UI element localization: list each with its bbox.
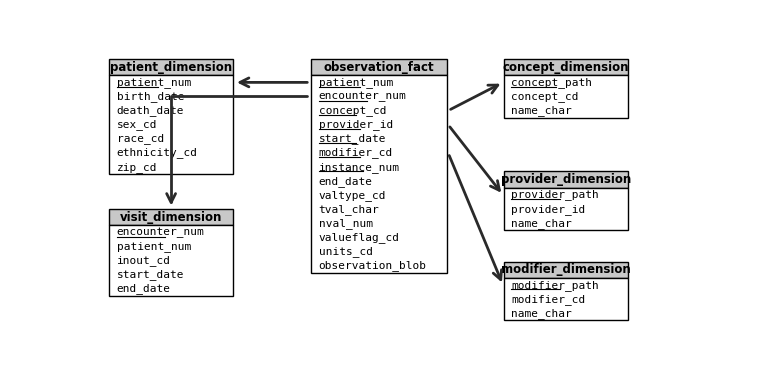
Text: race_cd: race_cd	[117, 133, 164, 144]
Text: valtype_cd: valtype_cd	[318, 190, 386, 201]
Text: provider_path: provider_path	[511, 190, 599, 200]
Text: patient_num: patient_num	[117, 241, 191, 252]
Text: provider_id: provider_id	[511, 204, 586, 215]
Bar	[311, 59, 447, 75]
Text: encounter_num: encounter_num	[117, 227, 205, 238]
Text: units_cd: units_cd	[318, 246, 373, 257]
Bar	[109, 59, 233, 75]
Text: observation_blob: observation_blob	[318, 261, 426, 271]
Text: patient_dimension: patient_dimension	[110, 60, 232, 74]
Bar	[504, 75, 628, 118]
Text: valueflag_cd: valueflag_cd	[318, 232, 400, 243]
Text: ethnicity_cd: ethnicity_cd	[117, 147, 198, 158]
Text: birth_date: birth_date	[117, 91, 184, 102]
Text: concept_dimension: concept_dimension	[503, 60, 629, 74]
Text: end_date: end_date	[117, 284, 170, 294]
Bar	[504, 172, 628, 188]
Bar	[109, 75, 233, 174]
Text: patient_num: patient_num	[318, 77, 393, 88]
Text: zip_cd: zip_cd	[117, 161, 157, 172]
Bar	[504, 278, 628, 320]
Bar	[504, 188, 628, 230]
Text: sex_cd: sex_cd	[117, 119, 157, 130]
Bar	[311, 75, 447, 273]
Text: death_date: death_date	[117, 105, 184, 116]
Text: instance_num: instance_num	[318, 161, 400, 172]
Text: concept_cd: concept_cd	[318, 105, 386, 116]
Text: nval_num: nval_num	[318, 218, 373, 229]
Text: inout_cd: inout_cd	[117, 255, 170, 266]
Text: patient_num: patient_num	[117, 77, 191, 88]
Text: provider_dimension: provider_dimension	[501, 173, 631, 186]
Text: modifier_path: modifier_path	[511, 280, 599, 291]
Bar	[504, 59, 628, 75]
Text: provider_id: provider_id	[318, 119, 393, 130]
Text: modifier_cd: modifier_cd	[318, 147, 393, 158]
Text: observation_fact: observation_fact	[324, 60, 434, 74]
Bar	[504, 262, 628, 278]
Bar	[109, 225, 233, 296]
Text: name_char: name_char	[511, 218, 573, 229]
Text: name_char: name_char	[511, 105, 573, 116]
Text: visit_dimension: visit_dimension	[120, 211, 223, 224]
Text: modifier_cd: modifier_cd	[511, 294, 586, 305]
Text: end_date: end_date	[318, 176, 373, 187]
Text: encounter_num: encounter_num	[318, 91, 406, 102]
Text: modifier_dimension: modifier_dimension	[501, 263, 631, 276]
Text: start_date: start_date	[318, 133, 386, 144]
Text: name_char: name_char	[511, 308, 573, 319]
Text: concept_path: concept_path	[511, 77, 593, 88]
Text: tval_char: tval_char	[318, 204, 380, 215]
Bar	[109, 209, 233, 225]
Text: concept_cd: concept_cd	[511, 91, 579, 102]
Text: start_date: start_date	[117, 269, 184, 280]
